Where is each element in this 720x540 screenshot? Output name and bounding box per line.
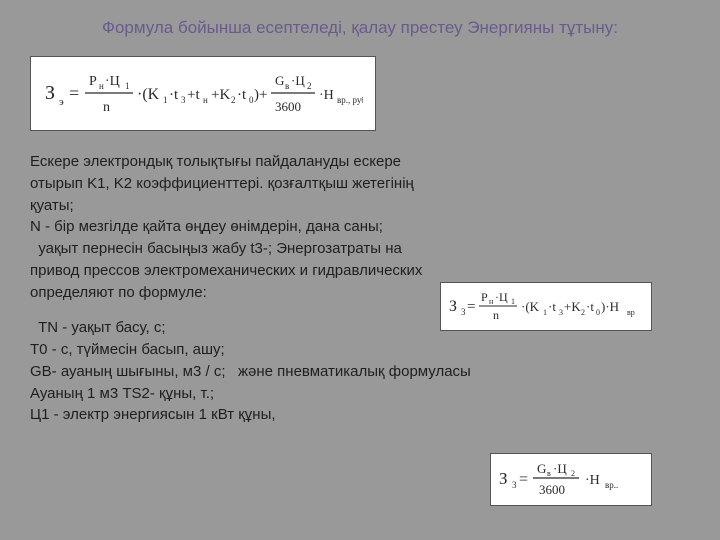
svg-text:)·Н: )·Н xyxy=(601,299,619,314)
svg-text:·t: ·t xyxy=(169,87,179,103)
svg-text:·Ц: ·Ц xyxy=(495,290,508,304)
svg-text:)+: )+ xyxy=(254,87,267,103)
svg-text:3600: 3600 xyxy=(539,482,565,497)
svg-text:2: 2 xyxy=(581,308,585,317)
svg-text:3: 3 xyxy=(559,308,563,317)
p1-line-5: привод прессов электромеханических и гид… xyxy=(30,260,690,282)
svg-text:P: P xyxy=(481,290,488,304)
paragraph-1: Ескере электрондық толықтығы пайдалануды… xyxy=(30,151,690,303)
formula-3-box: З 3 = G в ·Ц 2 3600 ·Н вр.. xyxy=(490,453,652,506)
svg-text:вр..: вр.. xyxy=(605,480,618,490)
svg-text:в: в xyxy=(547,469,551,478)
svg-text:вр: вр xyxy=(627,308,635,317)
svg-text:P: P xyxy=(89,74,97,89)
svg-text:З: З xyxy=(449,298,457,315)
svg-text:3600: 3600 xyxy=(275,99,301,114)
p1-line-1: отырып K1, K2 коэффициенттері. қозғалтқы… xyxy=(30,173,690,195)
svg-text:1: 1 xyxy=(125,81,130,91)
svg-text:2: 2 xyxy=(307,81,312,91)
svg-text:2: 2 xyxy=(571,469,575,478)
svg-text:н: н xyxy=(489,297,494,306)
svg-text:·Ц: ·Ц xyxy=(105,74,120,89)
svg-text:+K: +K xyxy=(211,87,230,103)
svg-text:·(K: ·(K xyxy=(137,86,160,103)
svg-text:·(K: ·(K xyxy=(521,299,540,314)
formula-1-svg: З э = P н ·Ц 1 n ·(K 1 ·t 3 +t н +K 2 ·t… xyxy=(43,63,363,119)
svg-text:G: G xyxy=(275,73,284,88)
p2-line-1: T0 - с, түймесін басып, ашу; xyxy=(30,339,690,361)
formula-1-box: З э = P н ·Ц 1 n ·(K 1 ·t 3 +t н +K 2 ·t… xyxy=(30,56,376,131)
svg-text:3: 3 xyxy=(461,307,466,317)
slide-title: Формула бойынша есептеледі, қалау престе… xyxy=(30,18,690,38)
svg-text:+K: +K xyxy=(564,299,581,314)
svg-text:=: = xyxy=(69,83,79,103)
svg-text:G: G xyxy=(537,461,546,476)
svg-text:·Н: ·Н xyxy=(319,88,334,103)
formula-2-svg: З 3 = P н ·Ц 1 n ·(K 1 ·t 3 +K 2 ·t 0 )·… xyxy=(447,285,645,323)
svg-text:3: 3 xyxy=(181,95,186,105)
svg-text:1: 1 xyxy=(511,297,515,306)
formula-3-svg: З 3 = G в ·Ц 2 3600 ·Н вр.. xyxy=(497,456,645,498)
svg-text:1: 1 xyxy=(543,308,547,317)
slide-container: Формула бойынша есептеледі, қалау престе… xyxy=(0,0,720,540)
svg-text:n: n xyxy=(103,100,110,115)
svg-text:н: н xyxy=(99,81,104,91)
p2-line-2: GB- ауаның шығыны, м3 / с; және пневмати… xyxy=(30,361,690,383)
svg-text:З: З xyxy=(45,82,55,104)
svg-text:=: = xyxy=(467,299,475,315)
svg-text:вр., руб.: вр., руб. xyxy=(337,95,363,105)
svg-text:З: З xyxy=(499,469,508,488)
p1-line-0: Ескере электрондық толықтығы пайдалануды… xyxy=(30,151,690,173)
svg-text:н: н xyxy=(203,95,208,105)
p1-line-4: уақыт пернесін басыңыз жабу t3-; Энергоз… xyxy=(30,238,690,260)
svg-text:·t: ·t xyxy=(237,87,247,103)
svg-text:·Ц: ·Ц xyxy=(291,73,305,88)
svg-text:·Ц: ·Ц xyxy=(553,461,567,476)
svg-text:+t: +t xyxy=(187,87,200,103)
svg-text:·Н: ·Н xyxy=(585,473,600,488)
svg-text:1: 1 xyxy=(163,95,168,105)
svg-text:э: э xyxy=(59,96,64,108)
svg-text:n: n xyxy=(493,308,499,322)
p2-line-4: Ц1 - электр энергиясын 1 кВт құны, xyxy=(30,404,690,426)
paragraph-2: TN - уақыт басу, с; T0 - с, түймесін бас… xyxy=(30,317,690,426)
p1-line-3: N - бір мезгілде қайта өңдеу өнімдерін, … xyxy=(30,216,690,238)
svg-text:0: 0 xyxy=(596,308,600,317)
p2-line-3: Ауаның 1 м3 TS2- құны, т.; xyxy=(30,383,690,405)
p1-line-2: қуаты; xyxy=(30,195,690,217)
svg-text:2: 2 xyxy=(231,95,236,105)
svg-text:в: в xyxy=(285,81,289,91)
svg-text:3: 3 xyxy=(512,480,517,490)
formula-2-box: З 3 = P н ·Ц 1 n ·(K 1 ·t 3 +K 2 ·t 0 )·… xyxy=(440,282,652,331)
svg-text:·t: ·t xyxy=(586,299,594,314)
svg-text:·t: ·t xyxy=(548,299,556,314)
svg-text:=: = xyxy=(519,471,528,488)
